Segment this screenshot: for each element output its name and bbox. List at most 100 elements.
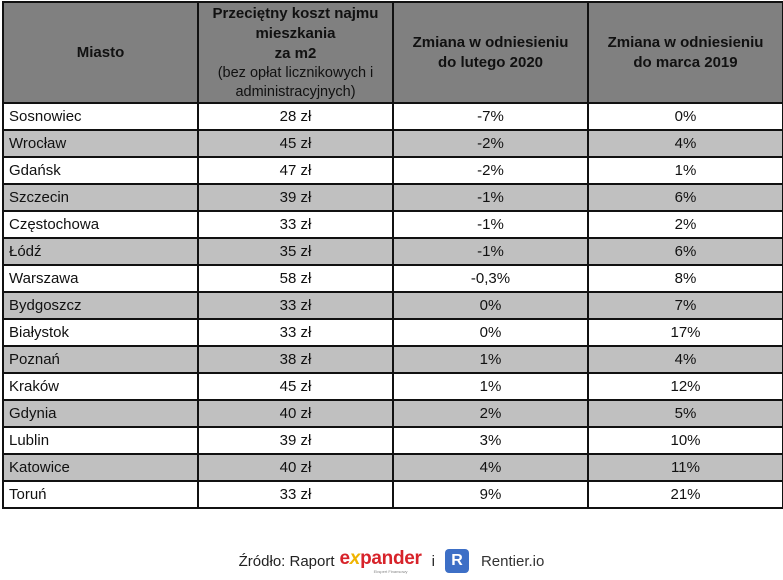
cell-city: Szczecin xyxy=(2,183,199,212)
cell-city: Sosnowiec xyxy=(2,102,199,131)
cell-change-feb-2020: -1% xyxy=(392,210,589,239)
cell-city: Gdynia xyxy=(2,399,199,428)
header-cost-line3: za m2 xyxy=(274,44,317,62)
source-label: Źródło: Raport xyxy=(238,552,335,570)
header-change-mar-2019: Zmiana w odniesieniu do marca 2019 xyxy=(587,1,783,104)
table-row: Kraków 45 zł 1% 12% xyxy=(2,372,783,401)
source-footer: Źródło: Raport expander Ekspert Finansow… xyxy=(0,544,783,578)
cell-cost: 35 zł xyxy=(197,237,394,266)
header-change-mar-line2: do marca 2019 xyxy=(633,53,738,71)
cell-change-feb-2020: -2% xyxy=(392,129,589,158)
table-row: Sosnowiec 28 zł -7% 0% xyxy=(2,102,783,131)
header-city-label: Miasto xyxy=(76,43,125,61)
table-row: Gdańsk 47 zł -2% 1% xyxy=(2,156,783,185)
cell-city: Katowice xyxy=(2,453,199,482)
table-row: Szczecin 39 zł -1% 6% xyxy=(2,183,783,212)
table-row: Warszawa 58 zł -0,3% 8% xyxy=(2,264,783,293)
cell-city: Poznań xyxy=(2,345,199,374)
table-row: Toruń 33 zł 9% 21% xyxy=(2,480,783,509)
table-body: Sosnowiec 28 zł -7% 0% Wrocław 45 zł -2%… xyxy=(2,102,783,509)
cell-change-mar-2019: 17% xyxy=(587,318,783,347)
table-row: Bydgoszcz 33 zł 0% 7% xyxy=(2,291,783,320)
expander-logo: expander Ekspert Finansowy xyxy=(339,547,422,574)
header-row: Miasto Przeciętny koszt najmu mieszkania… xyxy=(2,1,783,104)
cell-cost: 33 zł xyxy=(197,210,394,239)
table-row: Częstochowa 33 zł -1% 2% xyxy=(2,210,783,239)
cell-change-mar-2019: 1% xyxy=(587,156,783,185)
expander-wordmark: expander xyxy=(339,547,422,569)
table-row: Wrocław 45 zł -2% 4% xyxy=(2,129,783,158)
cell-change-feb-2020: 1% xyxy=(392,345,589,374)
header-change-feb-line1: Zmiana w odniesieniu xyxy=(412,33,569,51)
cell-cost: 40 zł xyxy=(197,399,394,428)
cell-change-feb-2020: 9% xyxy=(392,480,589,509)
header-cost: Przeciętny koszt najmu mieszkania za m2 … xyxy=(197,1,394,104)
expander-tagline: Ekspert Finansowy xyxy=(373,568,408,574)
table-row: Poznań 38 zł 1% 4% xyxy=(2,345,783,374)
rentier-name: Rentier.io xyxy=(480,552,545,570)
header-change-mar-line1: Zmiana w odniesieniu xyxy=(607,33,764,51)
cell-change-feb-2020: -7% xyxy=(392,102,589,131)
cell-cost: 58 zł xyxy=(197,264,394,293)
cell-city: Częstochowa xyxy=(2,210,199,239)
header-change-feb-line2: do lutego 2020 xyxy=(437,53,544,71)
header-city: Miasto xyxy=(2,1,199,104)
cell-cost: 33 zł xyxy=(197,318,394,347)
expander-e: e xyxy=(339,547,351,569)
rentier-logo-icon: R xyxy=(444,549,469,573)
cell-change-mar-2019: 10% xyxy=(587,426,783,455)
expander-rest: pander xyxy=(360,547,422,569)
cell-city: Białystok xyxy=(2,318,199,347)
cell-change-feb-2020: 2% xyxy=(392,399,589,428)
cell-cost: 40 zł xyxy=(197,453,394,482)
cell-cost: 39 zł xyxy=(197,183,394,212)
table-row: Białystok 33 zł 0% 17% xyxy=(2,318,783,347)
cell-change-feb-2020: 4% xyxy=(392,453,589,482)
header-cost-sub1: (bez opłat licznikowych i xyxy=(217,64,374,81)
cell-change-mar-2019: 21% xyxy=(587,480,783,509)
cell-change-feb-2020: 0% xyxy=(392,291,589,320)
cell-cost: 33 zł xyxy=(197,291,394,320)
cell-cost: 47 zł xyxy=(197,156,394,185)
cell-change-feb-2020: 1% xyxy=(392,372,589,401)
cell-cost: 45 zł xyxy=(197,372,394,401)
cell-change-mar-2019: 5% xyxy=(587,399,783,428)
cell-change-feb-2020: -0,3% xyxy=(392,264,589,293)
cell-change-mar-2019: 4% xyxy=(587,345,783,374)
cell-city: Gdańsk xyxy=(2,156,199,185)
cell-city: Kraków xyxy=(2,372,199,401)
header-change-feb-2020: Zmiana w odniesieniu do lutego 2020 xyxy=(392,1,589,104)
cell-change-feb-2020: -1% xyxy=(392,237,589,266)
cell-change-feb-2020: -1% xyxy=(392,183,589,212)
cell-city: Bydgoszcz xyxy=(2,291,199,320)
table-header: Miasto Przeciętny koszt najmu mieszkania… xyxy=(2,1,783,104)
cell-change-mar-2019: 4% xyxy=(587,129,783,158)
header-cost-line2: mieszkania xyxy=(255,24,336,42)
cell-cost: 45 zł xyxy=(197,129,394,158)
table-row: Lublin 39 zł 3% 10% xyxy=(2,426,783,455)
header-cost-line1: Przeciętny koszt najmu xyxy=(212,4,379,22)
cell-change-mar-2019: 12% xyxy=(587,372,783,401)
cell-change-mar-2019: 7% xyxy=(587,291,783,320)
cell-change-feb-2020: 0% xyxy=(392,318,589,347)
cell-city: Łódź xyxy=(2,237,199,266)
cell-cost: 33 zł xyxy=(197,480,394,509)
table-row: Gdynia 40 zł 2% 5% xyxy=(2,399,783,428)
cell-change-feb-2020: -2% xyxy=(392,156,589,185)
source-separator: i xyxy=(431,552,435,570)
cell-city: Lublin xyxy=(2,426,199,455)
cell-change-mar-2019: 11% xyxy=(587,453,783,482)
expander-x-icon: x xyxy=(349,547,361,569)
cell-cost: 38 zł xyxy=(197,345,394,374)
cell-city: Wrocław xyxy=(2,129,199,158)
rent-cost-table: Miasto Przeciętny koszt najmu mieszkania… xyxy=(2,1,783,509)
cell-cost: 39 zł xyxy=(197,426,394,455)
cell-city: Toruń xyxy=(2,480,199,509)
table-row: Katowice 40 zł 4% 11% xyxy=(2,453,783,482)
cell-change-mar-2019: 0% xyxy=(587,102,783,131)
cell-change-feb-2020: 3% xyxy=(392,426,589,455)
cell-change-mar-2019: 6% xyxy=(587,183,783,212)
cell-change-mar-2019: 6% xyxy=(587,237,783,266)
table-row: Łódź 35 zł -1% 6% xyxy=(2,237,783,266)
cell-change-mar-2019: 8% xyxy=(587,264,783,293)
